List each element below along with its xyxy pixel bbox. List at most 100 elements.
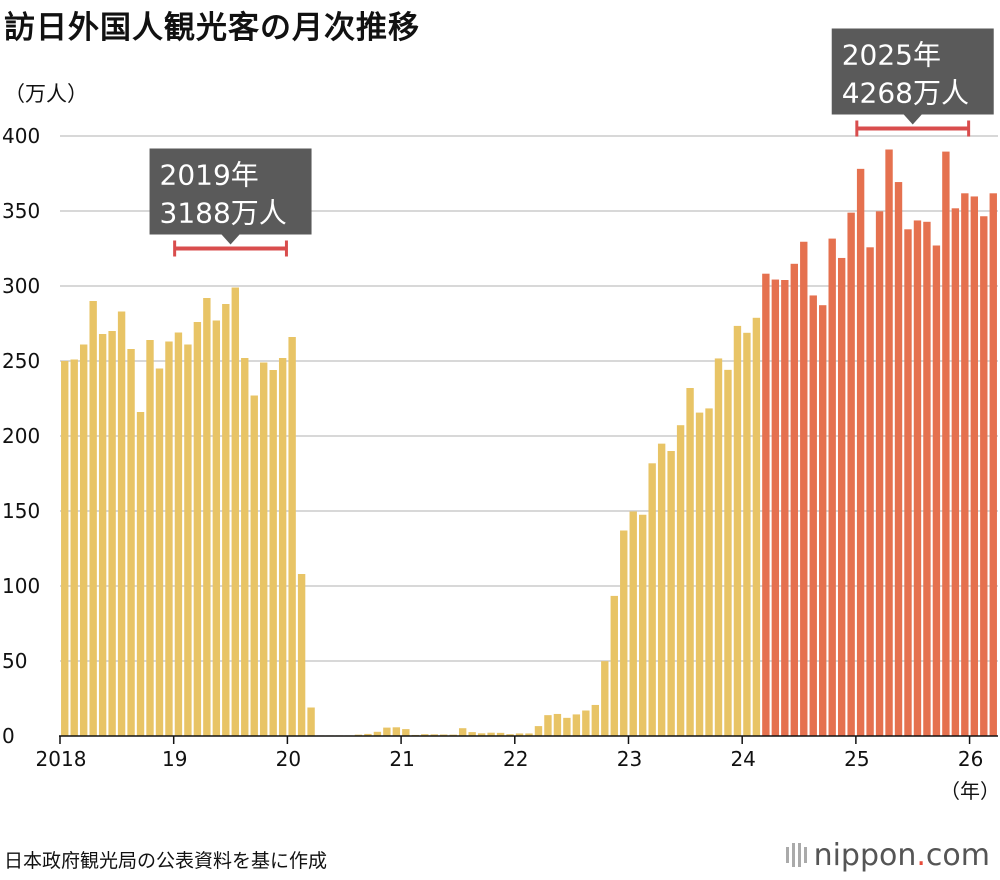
y-tick-label: 0 (2, 724, 15, 748)
bar (714, 358, 723, 736)
y-tick-label: 150 (2, 499, 40, 523)
bar (932, 245, 941, 736)
bar (288, 337, 296, 736)
bar (724, 369, 732, 736)
bar (809, 295, 817, 736)
bar (98, 334, 107, 736)
bar (856, 168, 865, 737)
bar (108, 331, 116, 736)
bar (610, 595, 618, 736)
bar (61, 361, 69, 736)
bar (743, 332, 751, 736)
y-axis: 0 50 100 150 200 250 300 350 400 (2, 124, 40, 748)
bar (657, 443, 666, 736)
callout-year: 2019年 (160, 159, 259, 192)
bar (894, 182, 903, 737)
bar (885, 149, 893, 736)
bar (553, 713, 562, 736)
x-tick-label: 2018 (36, 747, 87, 771)
bar (601, 661, 609, 736)
bar (572, 714, 581, 736)
bar (260, 362, 268, 736)
bar (980, 216, 988, 736)
bar (695, 412, 704, 736)
callout-pointer (903, 114, 922, 125)
y-tick-label: 350 (2, 199, 40, 223)
bar (762, 273, 770, 736)
bar (430, 734, 438, 736)
bar (269, 370, 277, 736)
logo-suffix: com (925, 838, 990, 873)
bar (496, 732, 505, 736)
bar (184, 344, 192, 736)
bar (790, 263, 798, 736)
bar (155, 368, 164, 736)
y-axis-unit-label: （万人） (4, 82, 88, 106)
nippon-logo: nippon.com (784, 838, 990, 873)
callout: 2019年 3188万人 (149, 148, 312, 257)
bar (629, 511, 637, 736)
y-tick-label: 250 (2, 349, 40, 373)
x-axis-unit-label: （年） (940, 779, 1000, 803)
x-axis: 2018 19 20 21 22 23 24 25 26 （年） (36, 735, 1000, 803)
bar (458, 728, 467, 736)
bar (506, 734, 514, 736)
bar (79, 344, 88, 736)
x-tick-label: 26 (958, 747, 983, 771)
bar (364, 733, 372, 736)
bar (970, 196, 979, 736)
y-tick-label: 200 (2, 424, 40, 448)
bar (70, 359, 78, 736)
bar (961, 193, 969, 737)
bar (278, 358, 287, 736)
bar (837, 257, 846, 736)
bar (136, 412, 145, 736)
bar (752, 317, 761, 736)
source-note: 日本政府観光局の公表資料を基に作成 (4, 850, 328, 872)
bar (468, 732, 476, 736)
bar (904, 229, 912, 737)
bar (203, 298, 211, 736)
bar (487, 732, 495, 736)
x-tick-label: 19 (162, 747, 187, 771)
bar (875, 211, 884, 737)
bar (847, 212, 855, 736)
x-tick-label: 22 (503, 747, 528, 771)
bar (563, 717, 571, 736)
bar (515, 733, 524, 736)
callout-total: 4268万人 (842, 77, 969, 110)
bar (676, 425, 685, 736)
callout-total: 3188万人 (160, 197, 287, 230)
x-tick-label: 24 (730, 747, 755, 771)
chart-title: 訪日外国人観光客の月次推移 (4, 10, 420, 46)
callout: 2025年 4268万人 (831, 28, 994, 137)
logo-mark-icon (785, 843, 807, 867)
x-tick-label: 20 (276, 747, 301, 771)
bar (525, 733, 533, 736)
bar (174, 332, 183, 736)
bar (705, 408, 713, 736)
bar (582, 710, 590, 736)
bars (61, 149, 997, 737)
bar (127, 349, 135, 736)
bar (373, 731, 382, 736)
bar (620, 530, 628, 736)
bar (383, 727, 391, 736)
bar (828, 238, 836, 736)
bar (942, 151, 950, 737)
bar (951, 208, 960, 737)
callout-box (831, 28, 994, 115)
bar (733, 325, 742, 736)
bar (534, 726, 543, 736)
y-tick-label: 300 (2, 274, 40, 298)
bar-chart: 2018 19 20 21 22 23 24 25 26 （年） 0 50 100 150 200 250 3… (2, 28, 1000, 803)
bar (421, 734, 429, 736)
bar (989, 193, 997, 737)
x-tick-label: 25 (844, 747, 869, 771)
bar (392, 727, 401, 736)
y-tick-label: 50 (2, 649, 27, 673)
bar (307, 707, 315, 736)
bar (165, 341, 173, 736)
bar (402, 729, 410, 736)
bar (89, 301, 97, 736)
